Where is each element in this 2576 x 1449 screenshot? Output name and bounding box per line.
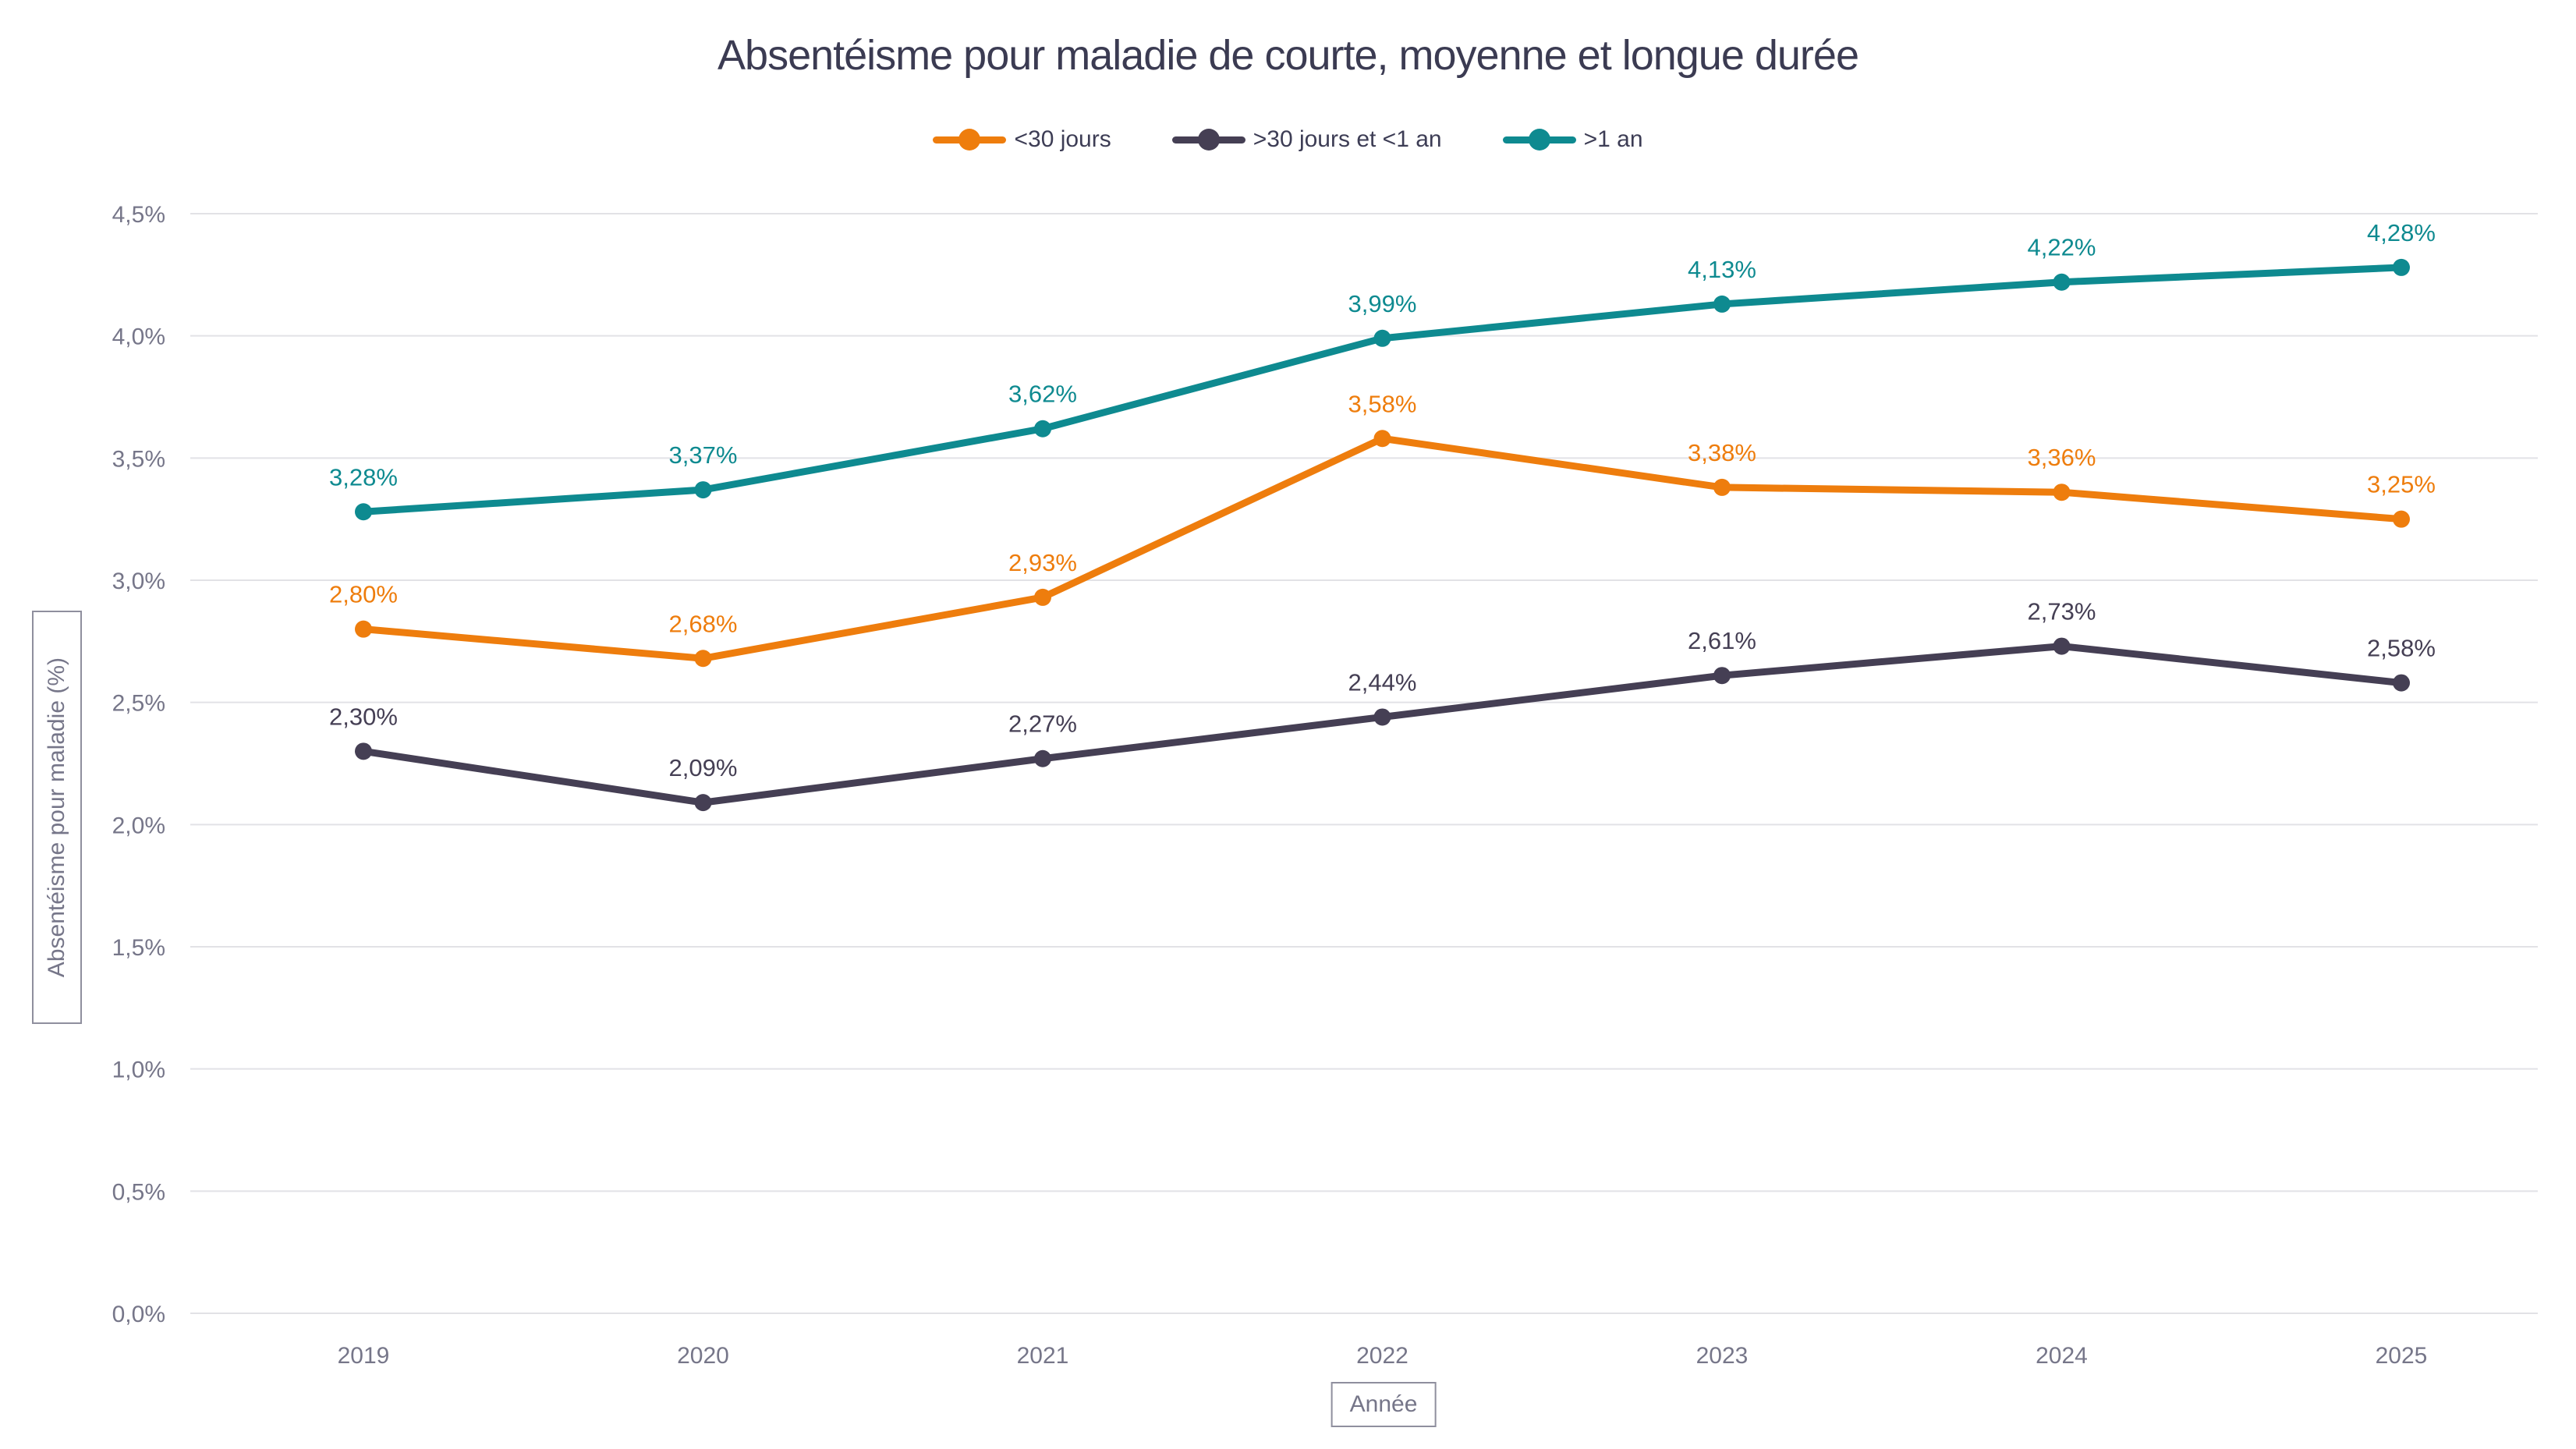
x-tick-label: 2022 [1356, 1343, 1408, 1369]
x-tick-label: 2020 [677, 1343, 729, 1369]
data-point[interactable] [1373, 430, 1391, 448]
data-label: 3,36% [2028, 444, 2096, 471]
data-point[interactable] [694, 481, 712, 499]
y-tick-label: 1,0% [112, 1058, 165, 1083]
legend-label: >30 jours et <1 an [1253, 126, 1442, 152]
data-point[interactable] [1034, 588, 1051, 606]
legend-item-2[interactable]: >1 an [1502, 126, 1643, 153]
data-point[interactable] [694, 650, 712, 668]
data-label: 3,58% [1348, 390, 1417, 417]
data-label: 2,73% [2028, 598, 2096, 625]
data-label: 2,80% [329, 581, 398, 608]
data-point[interactable] [1713, 295, 1731, 313]
y-tick-label: 1,5% [112, 935, 165, 961]
data-point[interactable] [2053, 637, 2071, 655]
data-point[interactable] [694, 794, 712, 812]
y-tick-label: 4,0% [112, 324, 165, 350]
data-label: 3,38% [1688, 439, 1756, 466]
data-point[interactable] [1034, 420, 1051, 438]
legend-dot-icon [1528, 129, 1550, 151]
y-axis-title-box: Absentéisme pour maladie (%) [32, 611, 82, 1024]
data-point[interactable] [355, 620, 372, 638]
data-label: 2,61% [1688, 627, 1756, 654]
legend-label: <30 jours [1014, 126, 1111, 152]
chart-title: Absentéisme pour maladie de courte, moye… [718, 32, 1859, 79]
y-tick-label: 0,0% [112, 1302, 165, 1327]
data-point[interactable] [1713, 667, 1731, 685]
legend-dot-icon [958, 129, 981, 151]
data-label: 2,68% [669, 610, 738, 637]
data-point[interactable] [2393, 674, 2410, 692]
data-point[interactable] [2393, 510, 2410, 528]
legend-label: >1 an [1583, 126, 1643, 152]
y-tick-label: 3,0% [112, 569, 165, 594]
chart-legend: <30 jours >30 jours et <1 an >1 an [0, 126, 2576, 153]
x-tick-label: 2023 [1696, 1343, 1749, 1369]
data-label: 4,13% [1688, 256, 1756, 283]
data-label: 3,25% [2367, 471, 2436, 498]
data-label: 3,99% [1348, 290, 1417, 317]
legend-dot-icon [1197, 129, 1220, 151]
data-point[interactable] [2053, 273, 2071, 291]
data-point[interactable] [355, 503, 372, 521]
data-label: 4,22% [2028, 234, 2096, 261]
x-tick-label: 2021 [1017, 1343, 1069, 1369]
data-point[interactable] [1373, 708, 1391, 726]
data-label: 2,27% [1008, 710, 1077, 738]
x-axis-title: Année [1349, 1391, 1418, 1417]
data-label: 3,62% [1008, 381, 1077, 408]
data-label: 2,09% [669, 754, 738, 781]
data-point[interactable] [2393, 258, 2410, 276]
legend-line-marker-icon [1171, 129, 1245, 151]
data-label: 4,28% [2367, 219, 2436, 246]
x-tick-label: 2019 [338, 1343, 390, 1369]
legend-item-1[interactable]: >30 jours et <1 an [1171, 126, 1442, 153]
data-point[interactable] [355, 742, 372, 760]
y-axis-title: Absentéisme pour maladie (%) [44, 657, 69, 978]
legend-item-0[interactable]: <30 jours [933, 126, 1111, 153]
y-tick-label: 2,5% [112, 691, 165, 717]
data-label: 3,37% [669, 441, 738, 469]
data-label: 3,28% [329, 463, 398, 491]
data-label: 2,30% [329, 703, 398, 730]
x-tick-label: 2024 [2036, 1343, 2088, 1369]
y-tick-label: 3,5% [112, 446, 165, 472]
legend-line-marker-icon [933, 129, 1007, 151]
legend-line-marker-icon [1502, 129, 1576, 151]
data-label: 2,44% [1348, 668, 1417, 696]
y-tick-label: 0,5% [112, 1179, 165, 1205]
x-axis-title-box: Année [1331, 1382, 1437, 1427]
data-label: 2,58% [2367, 635, 2436, 662]
data-point[interactable] [2053, 484, 2071, 501]
data-label: 2,93% [1008, 549, 1077, 576]
data-point[interactable] [1373, 329, 1391, 347]
y-tick-label: 2,0% [112, 813, 165, 838]
data-point[interactable] [1713, 478, 1731, 496]
x-tick-label: 2025 [2376, 1343, 2428, 1369]
y-tick-label: 4,5% [112, 202, 165, 228]
data-point[interactable] [1034, 749, 1051, 767]
